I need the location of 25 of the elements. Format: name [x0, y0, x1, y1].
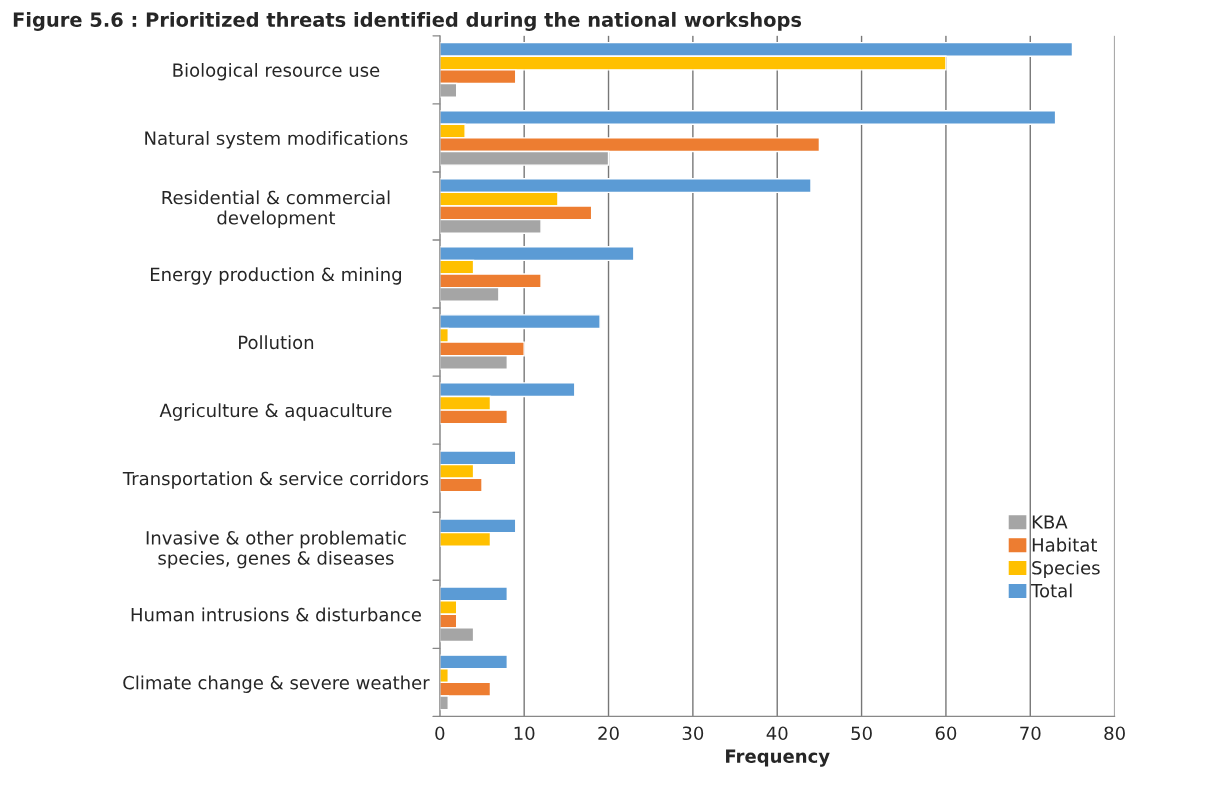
legend-label: Species — [1032, 560, 1100, 579]
y-tick-label: Energy production & mining — [151, 267, 402, 285]
x-tick-label: 40 — [766, 726, 788, 741]
x-axis-title: Frequency — [726, 749, 830, 767]
x-tick-label: 80 — [1104, 726, 1125, 741]
y-tick-label: Transportation & service corridors — [122, 471, 429, 489]
legend-label: Total — [1031, 583, 1072, 598]
y-tick-label: Human intrusions & disturbance — [131, 607, 421, 622]
y-tick-label: Climate change & severe weather — [123, 675, 430, 693]
y-tick-label: Agriculture & aquaculture — [159, 403, 392, 421]
y-tick-label: Invasive & other problematic species, genes & diseases — [146, 530, 406, 569]
y-tick-label: Natural system modifications — [145, 131, 408, 149]
chart-title: Figure 5.6 : Prioritized threats identified during the national workshops — [13, 11, 802, 31]
x-tick-label: 50 — [851, 726, 872, 741]
x-tick-label: 10 — [514, 726, 535, 741]
x-tick-label: 30 — [682, 726, 704, 741]
x-tick-label: 60 — [935, 726, 957, 741]
legend-label: Habitat — [1032, 537, 1097, 552]
x-tick-label: 70 — [1020, 726, 1041, 741]
y-tick-label: Biological resource use — [173, 62, 380, 81]
y-tick-label: Pollution — [239, 335, 314, 350]
x-tick-label: 0 — [435, 726, 445, 741]
x-tick-label: 20 — [598, 726, 619, 741]
y-tick-label: Residential & commercial development — [162, 190, 390, 229]
legend-label: KBA — [1032, 515, 1068, 529]
